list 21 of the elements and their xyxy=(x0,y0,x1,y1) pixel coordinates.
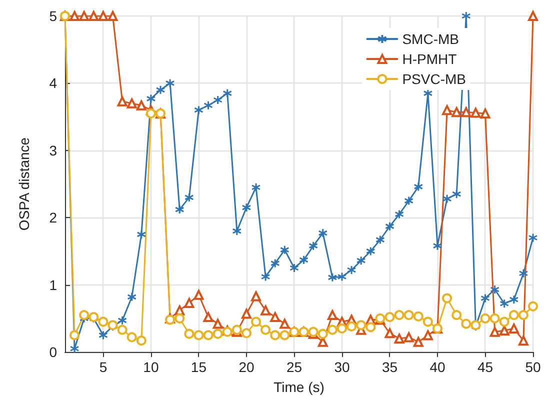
y-tick-label: 4 xyxy=(49,75,58,92)
x-tick-label: 10 xyxy=(143,359,159,375)
y-tick-label: 5 xyxy=(49,8,58,24)
y-tick-label: 3 xyxy=(49,142,58,158)
y-axis-title: OSPA distance xyxy=(16,137,32,231)
legend-label: SMC-MB xyxy=(402,31,459,47)
x-tick-label: 35 xyxy=(382,359,398,375)
x-tick-label: 50 xyxy=(525,359,541,375)
x-tick-label: 25 xyxy=(286,359,302,375)
y-tick-label: 2 xyxy=(49,210,58,226)
x-axis-title: Time (s) xyxy=(274,379,324,395)
x-tick-label: 15 xyxy=(190,359,207,375)
x-tick-label: 45 xyxy=(477,359,494,375)
legend-label: PSVC-MB xyxy=(402,71,466,87)
x-tick-label: 20 xyxy=(238,359,254,375)
y-tick-label: 0 xyxy=(49,344,58,360)
legend-label: H-PMHT xyxy=(402,51,458,67)
x-tick-label: 30 xyxy=(334,359,350,375)
x-tick-label: 40 xyxy=(430,359,446,375)
y-tick-label: 1 xyxy=(49,276,58,293)
x-tick-label: 5 xyxy=(99,359,108,375)
